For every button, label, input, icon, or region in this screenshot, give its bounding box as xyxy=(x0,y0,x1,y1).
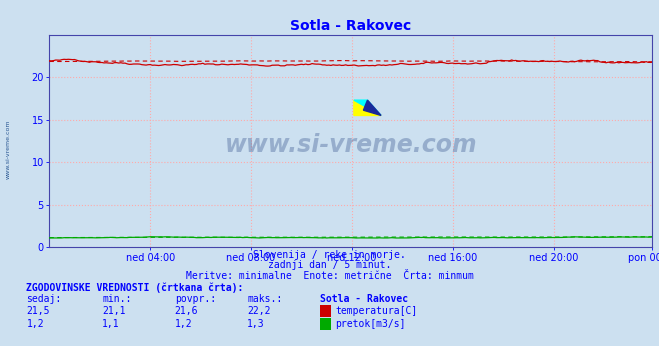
Text: maks.:: maks.: xyxy=(247,294,282,304)
Text: 1,1: 1,1 xyxy=(102,319,120,329)
Title: Sotla - Rakovec: Sotla - Rakovec xyxy=(291,19,411,34)
Text: 1,2: 1,2 xyxy=(26,319,44,329)
Text: 1,3: 1,3 xyxy=(247,319,265,329)
Text: temperatura[C]: temperatura[C] xyxy=(335,306,418,316)
Text: min.:: min.: xyxy=(102,294,132,304)
Text: 22,2: 22,2 xyxy=(247,306,271,316)
Polygon shape xyxy=(354,100,381,116)
Text: 21,1: 21,1 xyxy=(102,306,126,316)
Text: www.si-vreme.com: www.si-vreme.com xyxy=(225,133,477,157)
Text: ZGODOVINSKE VREDNOSTI (črtkana črta):: ZGODOVINSKE VREDNOSTI (črtkana črta): xyxy=(26,283,244,293)
Polygon shape xyxy=(354,100,381,116)
Text: 21,6: 21,6 xyxy=(175,306,198,316)
Text: sedaj:: sedaj: xyxy=(26,294,61,304)
Text: Slovenija / reke in morje.: Slovenija / reke in morje. xyxy=(253,250,406,260)
Text: povpr.:: povpr.: xyxy=(175,294,215,304)
Polygon shape xyxy=(363,100,381,116)
Text: pretok[m3/s]: pretok[m3/s] xyxy=(335,319,406,329)
Text: www.si-vreme.com: www.si-vreme.com xyxy=(5,119,11,179)
Text: Sotla - Rakovec: Sotla - Rakovec xyxy=(320,294,408,304)
Text: zadnji dan / 5 minut.: zadnji dan / 5 minut. xyxy=(268,260,391,270)
Text: 1,2: 1,2 xyxy=(175,319,192,329)
Text: 21,5: 21,5 xyxy=(26,306,50,316)
Text: Meritve: minimalne  Enote: metrične  Črta: minmum: Meritve: minimalne Enote: metrične Črta:… xyxy=(186,271,473,281)
